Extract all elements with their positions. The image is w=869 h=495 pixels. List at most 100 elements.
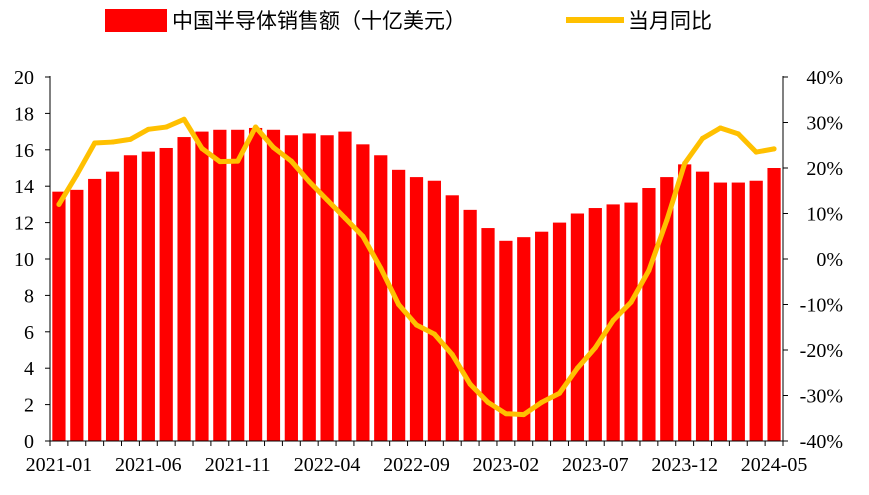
yoy-point-2021-10 — [217, 159, 223, 165]
yoy-point-2022-07 — [378, 265, 384, 271]
yoy-point-2024-01 — [700, 135, 706, 141]
right-tick-label: -10% — [800, 295, 843, 317]
right-tick-label: 20% — [806, 158, 843, 180]
bar-2021-02 — [70, 189, 84, 441]
yoy-point-2021-03 — [92, 140, 98, 146]
bar-2024-04 — [749, 180, 763, 442]
bar-2022-02 — [284, 135, 298, 442]
yoy-point-2023-05 — [557, 390, 563, 396]
bar-2022-09 — [409, 177, 424, 441]
bar-2021-04 — [105, 171, 120, 441]
yoy-point-2023-01 — [485, 399, 491, 405]
bar-2023-04 — [535, 231, 549, 441]
left-tick-label: 20 — [14, 67, 34, 89]
left-tick-label: 0 — [24, 431, 34, 453]
yoy-point-2022-04 — [324, 197, 330, 203]
bar-2022-11 — [445, 195, 459, 441]
right-tick-label: -20% — [800, 340, 843, 362]
x-tick-label: 2021-06 — [115, 454, 182, 476]
yoy-point-2022-03 — [306, 179, 312, 185]
right-tick-label: 40% — [806, 67, 843, 89]
yoy-point-2024-02 — [717, 125, 723, 131]
yoy-point-2023-02 — [503, 411, 509, 417]
yoy-point-2022-10 — [431, 331, 437, 337]
bar-2023-07 — [588, 208, 602, 441]
right-tick-label: -30% — [800, 386, 843, 408]
bar-2021-12 — [248, 127, 263, 442]
bar-2024-01 — [695, 171, 710, 441]
yoy-point-2023-06 — [574, 365, 580, 371]
x-tick-label: 2022-04 — [294, 454, 361, 476]
right-tick-label: 30% — [806, 113, 843, 135]
yoy-point-2023-04 — [539, 399, 545, 405]
yoy-point-2021-06 — [145, 126, 151, 132]
left-tick-label: 10 — [14, 249, 34, 271]
x-tick-label: 2023-07 — [562, 454, 629, 476]
bar-2021-06 — [141, 151, 155, 441]
left-tick-label: 18 — [14, 103, 34, 125]
yoy-point-2021-09 — [199, 145, 205, 151]
left-tick-label: 16 — [14, 140, 34, 162]
bar-2023-12 — [678, 164, 692, 442]
bar-series — [52, 127, 781, 442]
yoy-point-2022-11 — [449, 352, 455, 358]
legend: 中国半导体销售额（十亿美元） 当月同比 — [105, 9, 712, 33]
bar-2021-10 — [213, 129, 227, 441]
bar-2022-10 — [427, 180, 441, 442]
bar-2022-05 — [338, 131, 352, 441]
yoy-point-2022-12 — [467, 381, 473, 387]
x-tick-label: 2023-12 — [651, 454, 718, 476]
yoy-point-2023-12 — [682, 160, 688, 166]
bar-2023-09 — [624, 202, 638, 441]
x-tick-label: 2023-02 — [473, 454, 540, 476]
bar-2023-05 — [552, 222, 567, 441]
line-points — [56, 116, 777, 418]
left-tick-label: 14 — [14, 176, 34, 198]
bar-2021-03 — [88, 178, 102, 442]
bar-2023-11 — [660, 177, 674, 441]
yoy-point-2022-08 — [396, 302, 402, 307]
left-tick-label: 8 — [24, 285, 34, 307]
x-tick-label: 2024-05 — [741, 454, 808, 476]
bar-2022-01 — [266, 129, 281, 441]
yoy-point-2021-11 — [235, 158, 241, 164]
bar-2022-04 — [320, 135, 334, 442]
bar-2024-03 — [731, 182, 745, 441]
legend-bar-swatch — [105, 9, 167, 32]
bar-2024-02 — [713, 182, 728, 441]
yoy-point-2023-03 — [521, 412, 527, 418]
left-tick-label: 4 — [24, 358, 34, 380]
right-tick-label: 10% — [806, 204, 843, 226]
yoy-point-2021-05 — [127, 136, 133, 142]
left-tick-label: 6 — [24, 322, 34, 344]
yoy-point-2021-04 — [110, 139, 116, 145]
yoy-point-2021-02 — [74, 172, 80, 178]
legend-bar-label: 中国半导体销售额（十亿美元） — [172, 9, 466, 33]
bar-2023-10 — [642, 188, 656, 441]
yoy-point-2024-04 — [753, 149, 759, 155]
bar-2023-03 — [517, 237, 531, 441]
x-tick-label: 2021-01 — [26, 454, 93, 476]
bar-2022-07 — [374, 155, 388, 441]
yoy-point-2023-07 — [592, 345, 598, 351]
yoy-point-2022-09 — [414, 322, 419, 328]
x-axis-ticks: 2021-01 2021-06 2021-11 2022-04 2022-09 2023-… — [26, 441, 808, 476]
yoy-point-2021-01 — [56, 201, 62, 207]
bar-2022-03 — [302, 133, 316, 442]
left-axis-ticks: 0 2 4 6 8 10 12 14 16 18 20 — [14, 67, 50, 453]
yoy-point-2023-11 — [664, 217, 670, 223]
yoy-point-2022-02 — [288, 158, 294, 164]
yoy-point-2024-03 — [735, 131, 741, 137]
yoy-point-2022-01 — [270, 145, 276, 151]
bar-2024-05 — [767, 168, 781, 441]
yoy-point-2022-05 — [342, 215, 348, 221]
x-tick-label: 2021-11 — [205, 454, 271, 476]
right-tick-label: 0% — [816, 249, 843, 271]
yoy-point-2023-09 — [628, 299, 634, 305]
yoy-point-2021-12 — [253, 124, 259, 130]
bar-2021-09 — [195, 131, 209, 441]
legend-line-label: 当月同比 — [628, 9, 712, 33]
yoy-point-2023-08 — [610, 317, 616, 323]
bar-2021-08 — [177, 137, 191, 441]
